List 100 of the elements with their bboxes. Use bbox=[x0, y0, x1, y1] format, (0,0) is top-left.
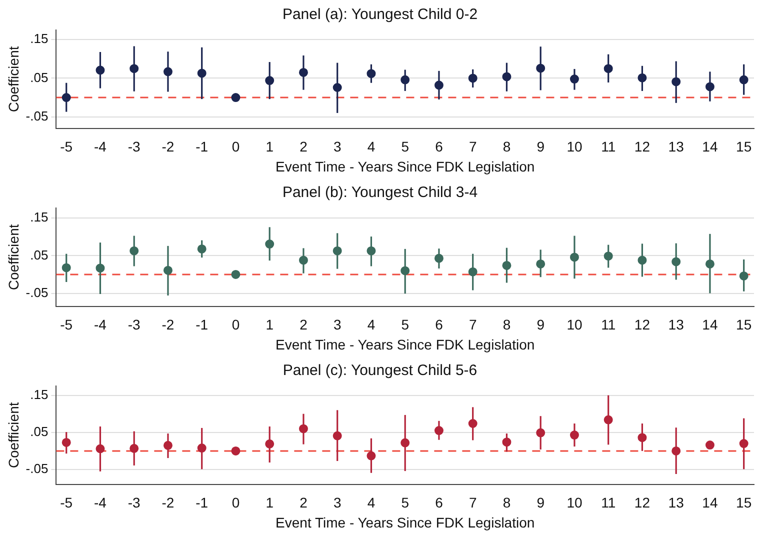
x-tick-label: -1 bbox=[196, 138, 208, 155]
point bbox=[570, 430, 579, 440]
point bbox=[96, 66, 105, 75]
point bbox=[536, 428, 546, 438]
x-tick-label: 1 bbox=[266, 316, 274, 333]
x-tick-label: 13 bbox=[668, 138, 684, 155]
x-tick-label: 6 bbox=[435, 316, 444, 333]
point bbox=[400, 75, 410, 84]
x-tick-label: 8 bbox=[502, 138, 511, 155]
point bbox=[604, 64, 613, 74]
x-tick-label: 12 bbox=[634, 316, 650, 333]
point bbox=[332, 82, 342, 92]
x-tick-label: 0 bbox=[232, 138, 240, 155]
y-tick-label: -.05 bbox=[26, 461, 48, 476]
x-tick-label: 8 bbox=[502, 316, 511, 333]
chart-title: Panel (a): Youngest Child 0-2 bbox=[282, 6, 478, 24]
point bbox=[366, 451, 376, 460]
point bbox=[366, 69, 376, 78]
point bbox=[231, 270, 240, 279]
x-axis-title: Event Time - Years Since FDK Legislation bbox=[276, 158, 535, 174]
point bbox=[62, 263, 71, 272]
point bbox=[298, 68, 308, 77]
x-tick-label: 5 bbox=[401, 138, 410, 155]
x-tick-label: 14 bbox=[702, 138, 718, 155]
x-tick-label: -3 bbox=[128, 316, 141, 333]
point bbox=[265, 240, 274, 249]
point bbox=[96, 264, 105, 273]
x-tick-label: -3 bbox=[128, 494, 141, 511]
x-axis-title: Event Time - Years Since FDK Legislation bbox=[276, 336, 535, 352]
point bbox=[638, 256, 647, 265]
y-tick-label: .05 bbox=[30, 70, 48, 85]
point bbox=[638, 433, 647, 442]
x-tick-label: 7 bbox=[468, 138, 477, 155]
point bbox=[604, 415, 613, 424]
x-tick-label: 2 bbox=[300, 316, 308, 333]
point bbox=[366, 246, 376, 256]
point bbox=[468, 74, 478, 83]
point bbox=[570, 74, 579, 84]
point bbox=[163, 440, 172, 450]
x-tick-label: 10 bbox=[566, 316, 582, 333]
y-tick-label: .15 bbox=[30, 210, 48, 225]
y-axis-title: Coefficient bbox=[5, 46, 22, 112]
point bbox=[265, 76, 274, 86]
point bbox=[231, 93, 240, 102]
y-tick-label: .15 bbox=[30, 386, 48, 402]
point bbox=[638, 73, 647, 82]
x-tick-label: 11 bbox=[601, 138, 616, 155]
x-tick-label: 10 bbox=[566, 138, 582, 155]
x-tick-label: -5 bbox=[60, 494, 73, 511]
chart-title: Panel (c): Youngest Child 5-6 bbox=[282, 362, 478, 380]
point bbox=[739, 75, 748, 84]
point bbox=[468, 419, 478, 428]
x-tick-label: 12 bbox=[634, 138, 650, 155]
y-tick-label: .05 bbox=[30, 424, 48, 439]
y-tick-label: .05 bbox=[30, 247, 48, 262]
x-tick-label: -2 bbox=[162, 316, 174, 333]
x-tick-label: 1 bbox=[266, 494, 274, 511]
point bbox=[197, 244, 206, 254]
y-tick-label: -.05 bbox=[26, 284, 48, 300]
x-tick-label: -4 bbox=[94, 138, 107, 155]
point bbox=[434, 80, 444, 90]
point bbox=[672, 257, 681, 266]
x-tick-label: 9 bbox=[536, 494, 545, 511]
point bbox=[604, 252, 613, 261]
y-axis-title: Coefficient bbox=[5, 224, 22, 290]
x-tick-label: 14 bbox=[702, 316, 718, 333]
y-tick-label: -.05 bbox=[26, 108, 48, 124]
point bbox=[163, 67, 172, 76]
point bbox=[197, 444, 206, 453]
x-tick-label: 5 bbox=[401, 316, 410, 333]
x-tick-label: 2 bbox=[300, 138, 308, 155]
x-tick-label: 5 bbox=[401, 494, 410, 511]
x-tick-label: 3 bbox=[333, 494, 342, 511]
point bbox=[400, 438, 410, 448]
x-tick-label: -1 bbox=[196, 316, 208, 333]
x-tick-label: 12 bbox=[634, 494, 650, 511]
x-tick-label: 3 bbox=[333, 138, 342, 155]
point bbox=[502, 438, 512, 447]
x-tick-label: -4 bbox=[94, 494, 107, 511]
point bbox=[434, 254, 444, 263]
x-tick-label: 11 bbox=[601, 494, 616, 511]
x-tick-label: 7 bbox=[468, 316, 477, 333]
y-tick-label: .15 bbox=[30, 31, 48, 46]
point bbox=[468, 267, 478, 276]
point bbox=[434, 426, 444, 436]
x-tick-label: 15 bbox=[736, 494, 752, 511]
x-tick-label: 11 bbox=[601, 316, 616, 333]
point bbox=[96, 444, 105, 454]
x-tick-label: -2 bbox=[162, 138, 174, 155]
x-tick-label: 0 bbox=[232, 494, 240, 511]
x-tick-label: -4 bbox=[94, 316, 107, 333]
point bbox=[570, 252, 579, 262]
x-tick-label: 4 bbox=[367, 494, 376, 511]
point bbox=[672, 77, 681, 86]
point bbox=[672, 446, 681, 456]
point bbox=[130, 246, 139, 256]
x-tick-label: 0 bbox=[232, 316, 240, 333]
x-tick-label: -5 bbox=[60, 138, 73, 155]
point bbox=[739, 271, 748, 280]
x-tick-label: 9 bbox=[536, 138, 545, 155]
